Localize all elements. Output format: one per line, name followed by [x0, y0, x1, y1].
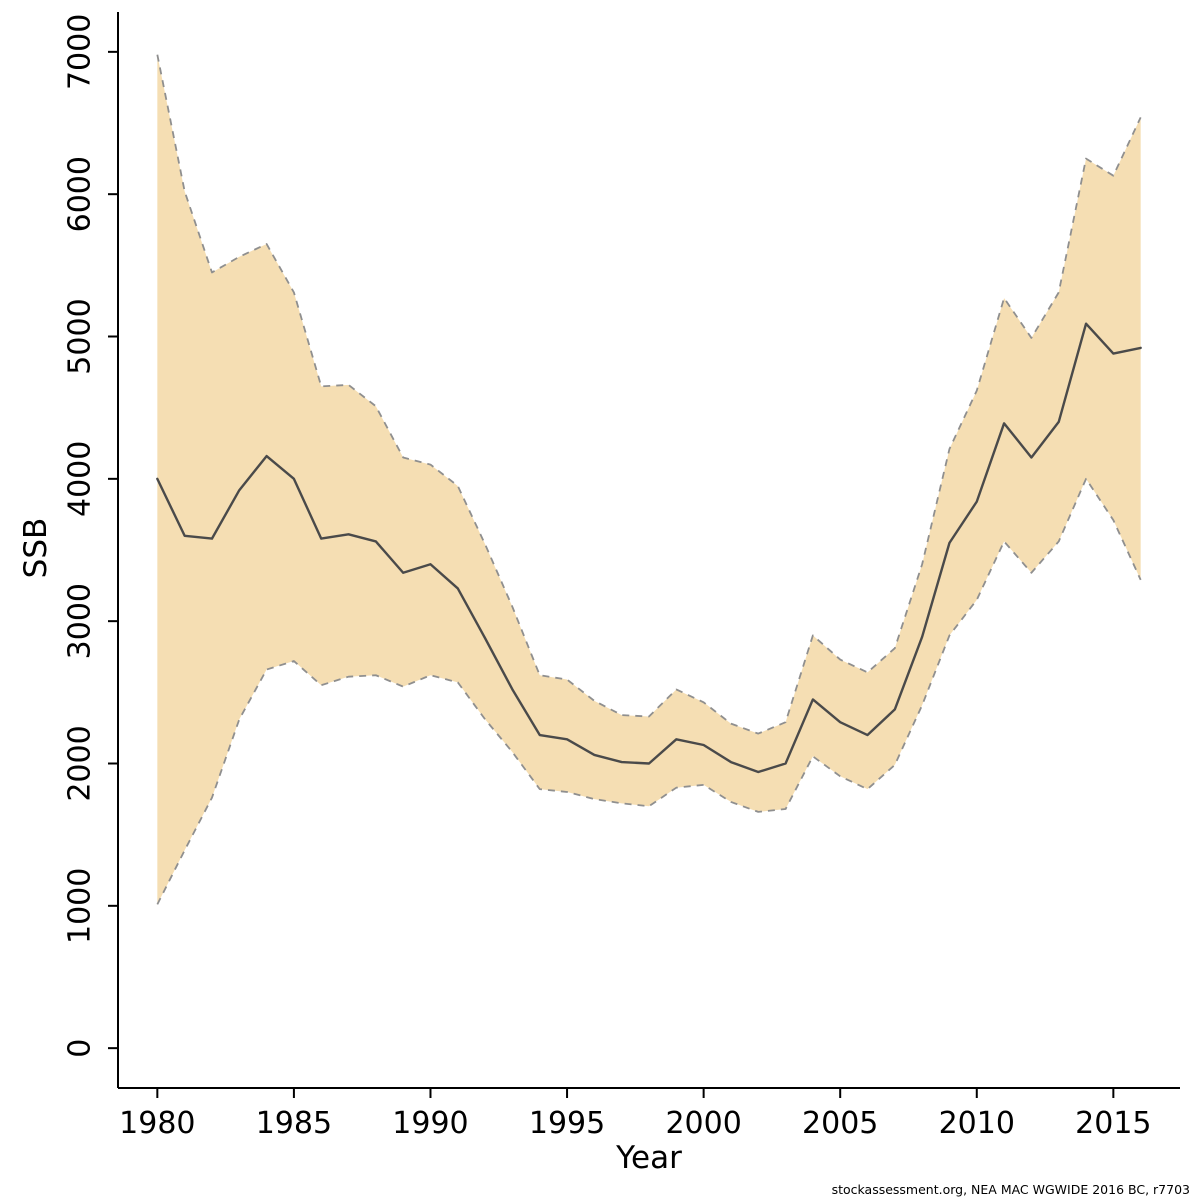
confidence-band	[157, 54, 1141, 905]
y-tick-label: 1000	[63, 868, 98, 944]
x-tick-label: 2010	[939, 1106, 1015, 1141]
x-tick-label: 2015	[1075, 1106, 1151, 1141]
y-tick-label: 3000	[63, 583, 98, 659]
x-tick-label: 1995	[529, 1106, 605, 1141]
ssb-estimate-line	[156, 322, 1142, 774]
y-tick-label: 6000	[63, 156, 98, 232]
x-tick-label: 1985	[256, 1106, 332, 1141]
x-axis-title: Year	[616, 1140, 682, 1176]
y-axis-title: SSB	[18, 517, 54, 579]
upper-bound-line	[156, 54, 1142, 735]
x-tick-label: 1980	[119, 1106, 195, 1141]
y-tick-label: 0	[63, 1039, 98, 1058]
x-tick-label: 2000	[665, 1106, 741, 1141]
y-tick-label: 4000	[63, 441, 98, 517]
x-tick-label: 1990	[392, 1106, 468, 1141]
x-tick-label: 2005	[802, 1106, 878, 1141]
y-tick-label: 2000	[63, 725, 98, 801]
y-tick-label: 5000	[63, 298, 98, 374]
source-caption: stockassessment.org, NEA MAC WGWIDE 2016…	[831, 1182, 1190, 1197]
y-tick-label: 7000	[63, 14, 98, 90]
